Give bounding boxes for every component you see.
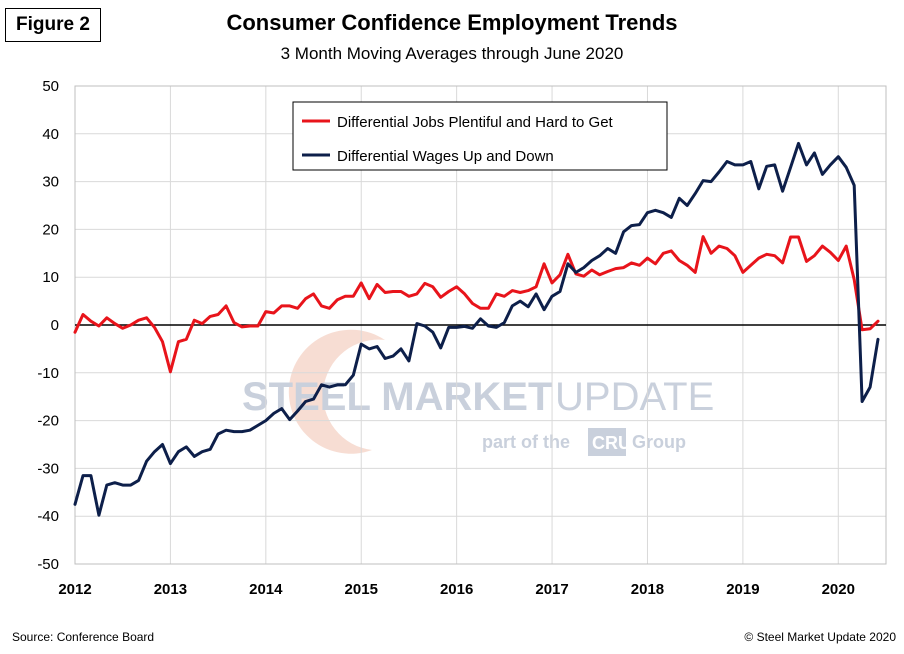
x-tick-label: 2017 (535, 581, 568, 598)
source-note: Source: Conference Board (12, 630, 155, 644)
watermark-badge (588, 428, 626, 456)
chart-title: Consumer Confidence Employment Trends (226, 10, 678, 35)
x-tick-label: 2018 (631, 581, 664, 598)
x-tick-label: 2019 (726, 581, 759, 598)
y-tick-label: -50 (37, 556, 59, 573)
watermark-title: STEEL MARKET (242, 375, 552, 419)
x-tick-label: 2016 (440, 581, 473, 598)
y-tick-label: 30 (42, 174, 59, 191)
watermark-badge-text: CRU (592, 433, 631, 453)
copyright-note: © Steel Market Update 2020 (744, 630, 896, 644)
y-axis: 50 40 30 20 10 0 -10 -20 -30 -40 -50 (37, 78, 59, 573)
x-tick-label: 2015 (345, 581, 378, 598)
x-tick-label: 2014 (249, 581, 283, 598)
y-tick-label: -20 (37, 413, 59, 430)
y-tick-label: -30 (37, 460, 59, 477)
y-tick-label: 40 (42, 126, 59, 143)
x-tick-label: 2013 (154, 581, 187, 598)
figure-label: Figure 2 (5, 8, 101, 42)
series-line-wages (73, 141, 880, 517)
chart-subtitle: 3 Month Moving Averages through June 202… (280, 44, 624, 63)
legend-label: Differential Jobs Plentiful and Hard to … (337, 114, 614, 131)
y-tick-label: -40 (37, 508, 59, 525)
x-tick-label: 2020 (822, 581, 855, 598)
legend-box (292, 101, 668, 171)
watermark-subtitle-suffix: Group (632, 432, 686, 452)
y-tick-label: -10 (37, 365, 59, 382)
y-tick-label: 10 (42, 269, 59, 286)
watermark-title-light: UPDATE (555, 375, 714, 419)
watermark-subtitle-prefix: part of the (482, 432, 570, 452)
x-axis: 2012 2013 2014 2015 2016 2017 2018 2019 2020 (58, 581, 855, 598)
x-tick-label: 2012 (58, 581, 91, 598)
watermark-swoosh (288, 329, 385, 454)
series-group (73, 141, 880, 517)
legend-label: Differential Wages Up and Down (337, 148, 554, 165)
series-line-jobs (73, 235, 880, 374)
y-tick-label: 50 (42, 78, 59, 95)
y-tick-label: 0 (51, 317, 59, 334)
watermark: STEEL MARKET UPDATE part of the CRU Group (242, 329, 714, 456)
legend: Differential Jobs Plentiful and Hard to … (292, 101, 668, 171)
y-tick-label: 20 (42, 221, 59, 238)
